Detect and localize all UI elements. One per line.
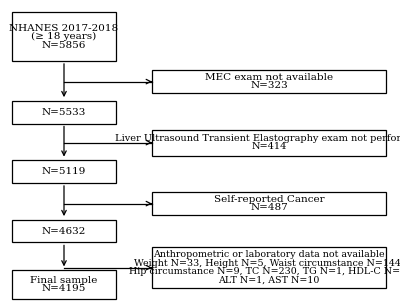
Text: NHANES 2017-2018: NHANES 2017-2018 (10, 23, 118, 33)
Text: N=4632: N=4632 (42, 227, 86, 235)
Text: MEC exam not available: MEC exam not available (205, 73, 333, 82)
Text: N=323: N=323 (250, 81, 288, 90)
FancyBboxPatch shape (152, 247, 386, 288)
FancyBboxPatch shape (12, 160, 116, 183)
FancyBboxPatch shape (12, 101, 116, 124)
Text: Hip circumstance N=9, TC N=230, TG N=1, HDL-C N=4,: Hip circumstance N=9, TC N=230, TG N=1, … (129, 267, 400, 276)
Text: Final sample: Final sample (30, 276, 98, 285)
Text: N=414: N=414 (251, 142, 287, 151)
Text: ALT N=1, AST N=10: ALT N=1, AST N=10 (218, 276, 320, 285)
Text: N=5533: N=5533 (42, 108, 86, 117)
FancyBboxPatch shape (152, 70, 386, 93)
Text: N=5119: N=5119 (42, 167, 86, 176)
Text: Anthropometric or laboratory data not available: Anthropometric or laboratory data not av… (153, 250, 385, 259)
Text: N=4195: N=4195 (42, 284, 86, 293)
Text: Self-reported Cancer: Self-reported Cancer (214, 195, 324, 204)
FancyBboxPatch shape (12, 12, 116, 61)
FancyBboxPatch shape (12, 220, 116, 242)
Text: (≥ 18 years): (≥ 18 years) (31, 32, 97, 41)
Text: Liver Ultrasound Transient Elastography exam not performed: Liver Ultrasound Transient Elastography … (115, 134, 400, 143)
Text: N=5856: N=5856 (42, 41, 86, 50)
Text: Weight N=33, Height N=5, Waist circumstance N=144,: Weight N=33, Height N=5, Waist circumsta… (134, 259, 400, 268)
FancyBboxPatch shape (12, 270, 116, 299)
Text: N=487: N=487 (250, 203, 288, 212)
FancyBboxPatch shape (152, 192, 386, 215)
FancyBboxPatch shape (152, 130, 386, 156)
